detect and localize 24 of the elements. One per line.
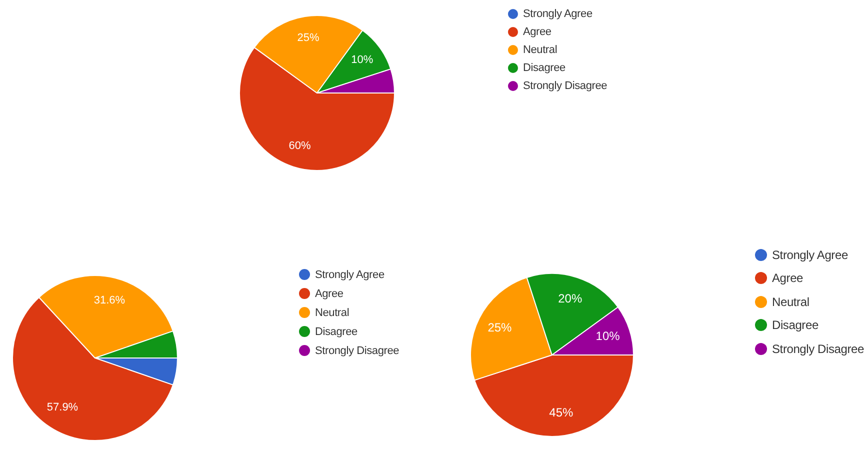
- legend-label: Agree: [772, 271, 804, 286]
- legend-label: Strongly Agree: [523, 8, 592, 20]
- data-label: 31.6%: [94, 294, 126, 306]
- legend-label: Strongly Agree: [772, 248, 848, 262]
- data-label: 60%: [288, 140, 311, 152]
- legend-label: Agree: [315, 288, 344, 300]
- legend-label: Strongly Disagree: [523, 80, 608, 92]
- legend-label: Disagree: [523, 62, 566, 74]
- legend-label: Disagree: [315, 326, 358, 338]
- data-label: 25%: [488, 320, 512, 335]
- data-label: 10%: [351, 54, 374, 66]
- legend-label: Agree: [523, 26, 552, 38]
- data-label: 57.9%: [46, 402, 78, 414]
- legend-label: Disagree: [772, 318, 818, 332]
- legend-label: Neutral: [315, 306, 350, 318]
- data-label: 10%: [596, 329, 620, 344]
- data-label: 25%: [297, 32, 320, 44]
- data-label: 20%: [558, 292, 582, 306]
- legend-label: Strongly Agree: [315, 268, 384, 280]
- legend-label: Strongly Disagree: [315, 344, 400, 356]
- data-label: 45%: [549, 405, 574, 420]
- legend-label: Neutral: [523, 44, 558, 56]
- legend-label: Neutral: [772, 294, 810, 309]
- legend-label: Strongly Disagree: [772, 342, 864, 356]
